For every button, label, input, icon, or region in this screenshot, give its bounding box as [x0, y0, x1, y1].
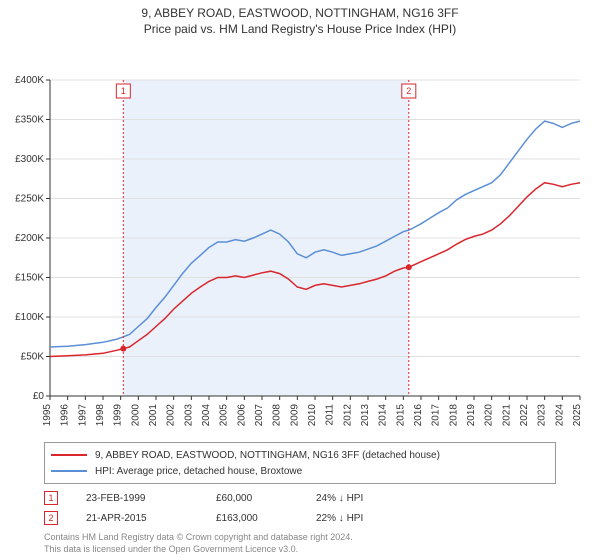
y-tick-label: £250K: [15, 194, 44, 205]
x-tick-label: 2001: [148, 404, 159, 427]
x-tick-label: 2016: [413, 404, 424, 427]
x-tick-label: 2007: [254, 404, 265, 427]
price-chart: £0 £50K £100K £150K £200K £250K £300K £350K £400…: [0, 36, 600, 436]
y-tick-label: £0: [33, 391, 45, 402]
footnote-line1: Contains HM Land Registry data © Crown c…: [44, 532, 556, 544]
x-tick-label: 2021: [501, 404, 512, 427]
legend-label: 9, ABBEY ROAD, EASTWOOD, NOTTINGHAM, NG1…: [95, 450, 440, 461]
footnote-line2: This data is licensed under the Open Gov…: [44, 544, 556, 556]
sales-marker-box: 2: [44, 511, 58, 525]
y-tick-label: £350K: [15, 115, 44, 126]
sales-date: 23-FEB-1999: [86, 493, 216, 504]
x-tick-label: 1998: [95, 404, 106, 427]
title-block: 9, ABBEY ROAD, EASTWOOD, NOTTINGHAM, NG1…: [0, 0, 600, 36]
x-tick-label: 2024: [554, 404, 565, 427]
sales-row: 1 23-FEB-1999£60,00024% ↓ HPI: [44, 488, 556, 508]
x-tick-label: 2012: [342, 404, 353, 427]
y-tick-label: £200K: [15, 233, 44, 244]
sales-row: 2 21-APR-2015£163,00022% ↓ HPI: [44, 508, 556, 528]
x-tick-label: 2004: [201, 404, 212, 427]
x-tick-label: 1996: [60, 404, 71, 427]
x-tick-label: 2017: [431, 404, 442, 427]
x-tick-label: 2023: [537, 404, 548, 427]
y-tick-label: £50K: [21, 352, 45, 363]
x-tick-label: 2018: [448, 404, 459, 427]
x-tick-label: 2003: [183, 404, 194, 427]
x-tick-label: 1999: [113, 404, 124, 427]
x-tick-label: 2002: [166, 404, 177, 427]
y-tick-label: £100K: [15, 312, 44, 323]
x-tick-label: 2000: [130, 404, 141, 427]
sales-price: £163,000: [216, 513, 316, 524]
sales-marker-box: 1: [44, 491, 58, 505]
title-subtitle: Price paid vs. HM Land Registry's House …: [0, 22, 600, 36]
x-tick-label: 2013: [360, 404, 371, 427]
y-tick-label: £300K: [15, 154, 44, 165]
sales-pct: 22% ↓ HPI: [316, 513, 446, 524]
x-tick-label: 2011: [325, 404, 336, 426]
x-tick-label: 2015: [395, 404, 406, 427]
legend-row: 9, ABBEY ROAD, EASTWOOD, NOTTINGHAM, NG1…: [51, 447, 549, 463]
sales-pct: 24% ↓ HPI: [316, 493, 446, 504]
x-tick-label: 2019: [466, 404, 477, 427]
sale-marker-dot: [120, 346, 126, 352]
x-tick-label: 2020: [484, 404, 495, 427]
x-tick-label: 2010: [307, 404, 318, 427]
sales-price: £60,000: [216, 493, 316, 504]
y-tick-label: £400K: [15, 75, 44, 86]
y-tick-label: £150K: [15, 273, 44, 284]
legend-swatch: [51, 470, 87, 472]
sale-marker-dot: [406, 264, 412, 270]
x-tick-label: 1997: [77, 404, 88, 427]
sale-marker-number: 2: [406, 86, 411, 96]
sales-table: 1 23-FEB-1999£60,00024% ↓ HPI 2 21-APR-2015…: [44, 488, 556, 528]
x-tick-label: 2022: [519, 404, 530, 427]
sales-date: 21-APR-2015: [86, 513, 216, 524]
sale-marker-number: 1: [121, 86, 126, 96]
x-tick-label: 2006: [236, 404, 247, 427]
x-tick-label: 2005: [219, 404, 230, 427]
chart-container: 9, ABBEY ROAD, EASTWOOD, NOTTINGHAM, NG1…: [0, 0, 600, 560]
legend-label: HPI: Average price, detached house, Brox…: [95, 466, 302, 477]
x-tick-label: 1995: [42, 404, 53, 427]
footnote: Contains HM Land Registry data © Crown c…: [44, 532, 556, 555]
title-address: 9, ABBEY ROAD, EASTWOOD, NOTTINGHAM, NG1…: [0, 6, 600, 20]
x-tick-label: 2025: [572, 404, 583, 427]
legend-swatch: [51, 454, 87, 456]
legend-row: HPI: Average price, detached house, Brox…: [51, 463, 549, 479]
x-tick-label: 2009: [289, 404, 300, 427]
x-tick-label: 2014: [378, 404, 389, 427]
legend: 9, ABBEY ROAD, EASTWOOD, NOTTINGHAM, NG1…: [44, 442, 556, 484]
x-tick-label: 2008: [272, 404, 283, 427]
